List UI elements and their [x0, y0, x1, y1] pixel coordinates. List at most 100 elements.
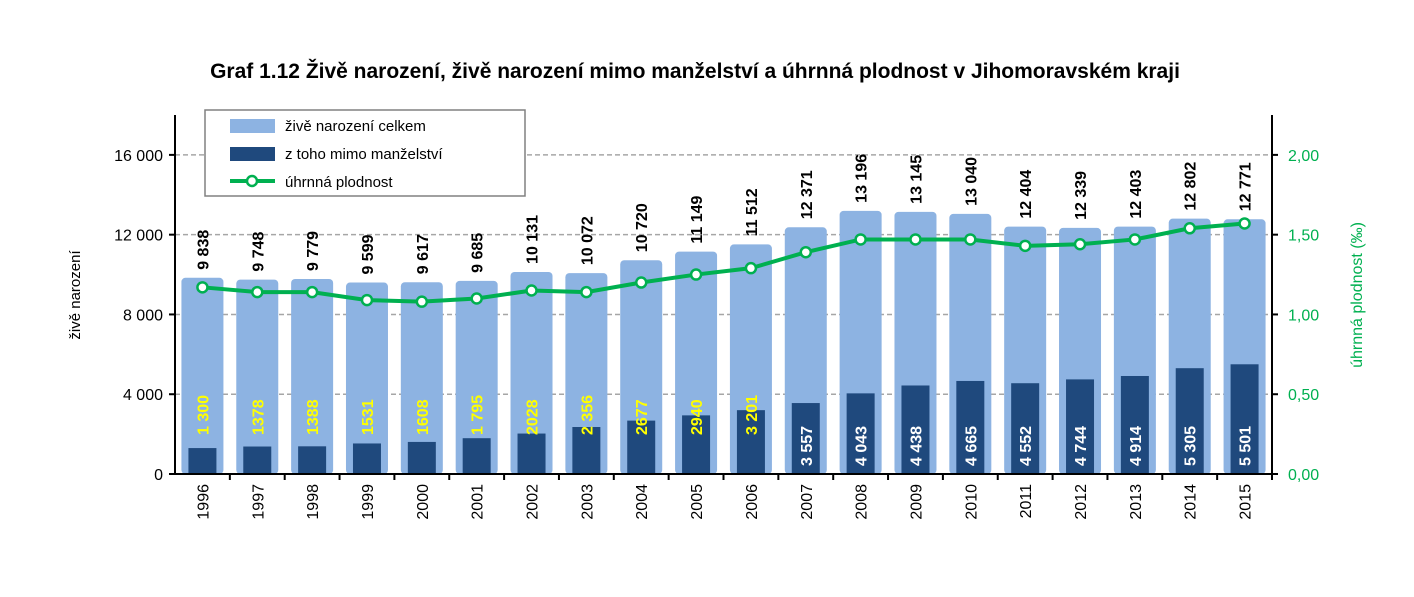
legend-swatch-total: [230, 119, 275, 133]
x-tick-label: 2011: [1018, 484, 1035, 519]
bar-total: [236, 279, 279, 474]
bar-extramarital: [1230, 364, 1259, 474]
y-tick-label: 8 000: [123, 307, 163, 324]
fertility-point: [1073, 237, 1087, 251]
fertility-point: [580, 285, 593, 299]
data-label-total: 12 802: [1183, 162, 1200, 211]
data-label-total: 12 371: [799, 170, 816, 219]
x-tick-label: 2010: [963, 484, 980, 520]
fertility-point: [799, 245, 813, 259]
bar-extramarital: [627, 420, 656, 474]
bar-extramarital: [298, 446, 327, 474]
legend-marker-fertility: [245, 174, 259, 188]
x-tick-label: 2003: [579, 484, 596, 520]
bar-extramarital: [572, 427, 601, 474]
data-label-total: 11 149: [689, 195, 706, 243]
x-tick-label: 1996: [195, 484, 212, 520]
legend-swatch-extramarital: [230, 147, 275, 161]
bar-extramarital: [956, 380, 985, 474]
fertility-point: [415, 295, 429, 308]
y2-tick-label: 1,00: [1288, 307, 1319, 324]
bar-extramarital: [517, 433, 546, 474]
x-tick-label: 2007: [799, 484, 816, 520]
chart-title: Graf 1.12 Živě narození, živě narození m…: [210, 59, 1180, 83]
x-tick-label: 1997: [250, 484, 267, 520]
data-label-total: 9 685: [470, 233, 487, 273]
bar-extramarital: [407, 441, 436, 474]
data-label-extramarital: 4 744: [1073, 426, 1090, 466]
fertility-point: [525, 284, 538, 297]
legend-label-total: živě narození celkem: [285, 118, 426, 135]
data-label-total: 10 131: [525, 215, 542, 264]
data-label-total: 10 072: [579, 216, 596, 265]
data-label-extramarital: 1388: [305, 399, 322, 435]
x-tick-label: 1999: [360, 484, 377, 520]
fertility-point: [196, 281, 209, 294]
x-tick-label: 2002: [525, 484, 542, 520]
x-tick-label: 2004: [634, 484, 651, 520]
bar-total: [455, 280, 498, 474]
data-label-total: 9 599: [360, 234, 377, 274]
y2-tick-label: 2,00: [1288, 148, 1319, 165]
data-label-extramarital: 5 305: [1183, 426, 1200, 466]
data-label-extramarital: 1 300: [195, 395, 212, 435]
bar-extramarital: [1175, 368, 1204, 474]
bar-extramarital: [846, 393, 875, 474]
data-label-extramarital: 4 552: [1018, 426, 1035, 466]
bar-extramarital: [1066, 379, 1095, 474]
bar-total: [345, 282, 388, 474]
data-label-total: 13 145: [908, 155, 925, 204]
data-label-extramarital: 4 438: [908, 426, 925, 466]
x-tick-label: 2014: [1183, 484, 1200, 520]
y-tick-label: 12 000: [114, 228, 163, 245]
data-label-extramarital: 2 356: [579, 395, 596, 435]
fertility-line: [202, 221, 1245, 304]
x-tick-label: 2000: [415, 484, 432, 520]
y2-tick-label: 0,50: [1288, 387, 1319, 404]
x-tick-label: 2012: [1073, 484, 1090, 520]
x-tick-label: 2001: [470, 484, 487, 520]
data-label-total: 12 404: [1018, 170, 1035, 219]
data-label-total: 13 196: [854, 154, 871, 203]
y2-tick-label: 0,00: [1288, 467, 1319, 484]
fertility-point: [305, 285, 319, 299]
data-label-extramarital: 2940: [689, 399, 706, 435]
legend-label-extramarital: z toho mimo manželství: [285, 146, 443, 163]
bar-extramarital: [736, 410, 765, 474]
fertility-point: [909, 233, 922, 246]
data-label-total: 12 771: [1238, 162, 1255, 211]
data-label-total: 10 720: [634, 203, 651, 252]
data-label-extramarital: 2028: [525, 399, 542, 435]
bar-total: [181, 277, 224, 474]
y-tick-label: 0: [154, 467, 163, 484]
bar-extramarital: [188, 448, 217, 474]
bar-total: [565, 273, 608, 474]
x-tick-label: 1998: [305, 484, 322, 520]
data-label-total: 12 403: [1128, 170, 1145, 219]
data-label-extramarital: 1378: [250, 399, 267, 435]
y-tick-label: 4 000: [123, 387, 163, 404]
data-label-total: 9 838: [195, 230, 212, 270]
data-label-extramarital: 3 557: [799, 426, 816, 466]
bar-total: [510, 271, 553, 474]
legend-label-fertility: úhrnná plodnost: [285, 174, 393, 191]
bar-extramarital: [352, 443, 381, 474]
bar-extramarital: [682, 415, 711, 474]
data-label-extramarital: 2677: [634, 399, 651, 435]
data-label-total: 9 617: [415, 234, 432, 274]
bar-total: [620, 260, 663, 474]
data-label-extramarital: 4 665: [963, 426, 980, 466]
y-axis-label: živě narození: [67, 250, 84, 340]
legend: živě narození celkem z toho mimo manžels…: [204, 109, 526, 197]
fertility-point: [251, 285, 264, 299]
data-label-extramarital: 1608: [415, 399, 432, 435]
data-label-total: 9 748: [250, 231, 267, 271]
fertility-point: [689, 268, 703, 281]
x-tick-label: 2015: [1238, 484, 1255, 520]
data-label-extramarital: 4 043: [854, 426, 871, 466]
y-tick-label: 16 000: [114, 148, 163, 165]
fertility-point: [634, 276, 648, 289]
bar-extramarital: [243, 446, 272, 474]
bar-extramarital: [1120, 375, 1149, 474]
